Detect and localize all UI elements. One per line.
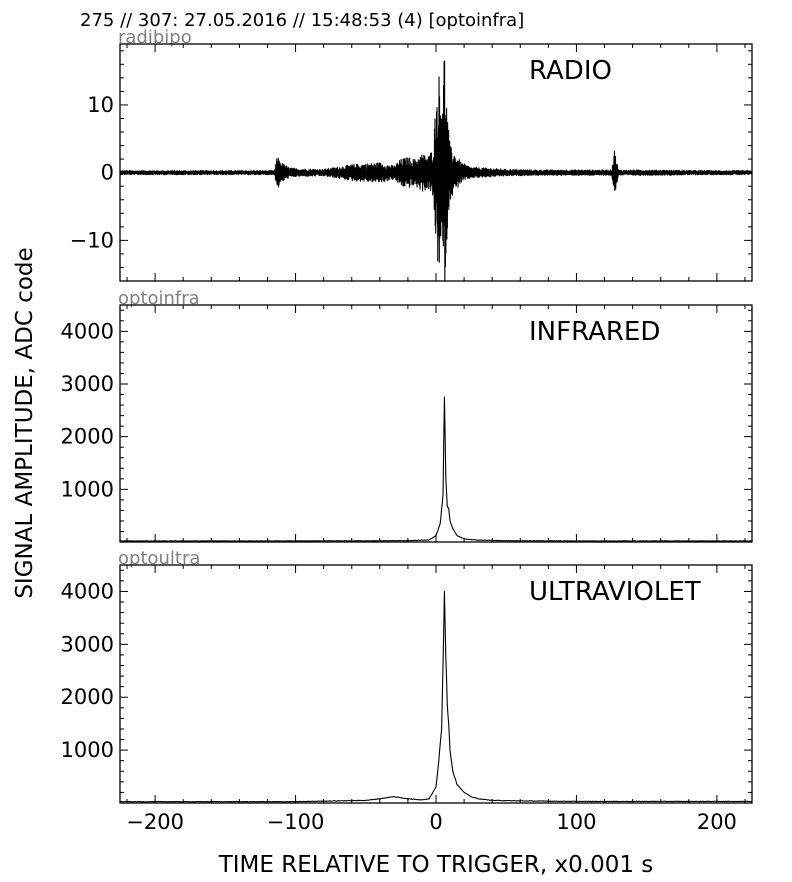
y-tick-label: 4000 [61,319,114,343]
x-tick-label: −100 [267,810,325,834]
panel-name-optoinfra: optoinfra [118,288,200,309]
y-tick-label: 3000 [61,632,114,656]
x-tick-label: 100 [556,810,596,834]
x-tick-label: −200 [126,810,184,834]
chart-panels: radibipoRADIO−10010optoinfraINFRARED1000… [61,27,753,834]
y-tick-label: −10 [70,228,114,252]
panel-name-radibipo: radibipo [118,27,192,48]
trace-optoinfra [120,396,752,542]
figure-header: 275 // 307: 27.05.2016 // 15:48:53 (4) [… [80,10,524,31]
x-tick-label: 0 [429,810,442,834]
y-tick-label: 1000 [61,477,114,501]
trace-optoultra [120,590,752,803]
x-tick-label: 200 [697,810,737,834]
panel-title-optoultra: ULTRAVIOLET [529,577,701,607]
y-tick-label: 10 [87,93,114,117]
y-tick-label: 0 [101,161,114,185]
x-axis-label: TIME RELATIVE TO TRIGGER, x0.001 s [218,852,654,878]
panel-title-optoinfra: INFRARED [529,317,660,347]
panel-title-radibipo: RADIO [529,56,612,86]
y-axis-label: SIGNAL AMPLITUDE, ADC code [12,247,38,598]
y-tick-label: 2000 [61,425,114,449]
y-tick-label: 3000 [61,372,114,396]
panel-name-optoultra: optoultra [118,548,200,569]
trace-radibipo [120,60,752,281]
y-tick-label: 2000 [61,685,114,709]
y-tick-label: 4000 [61,579,114,603]
y-tick-label: 1000 [61,738,114,762]
